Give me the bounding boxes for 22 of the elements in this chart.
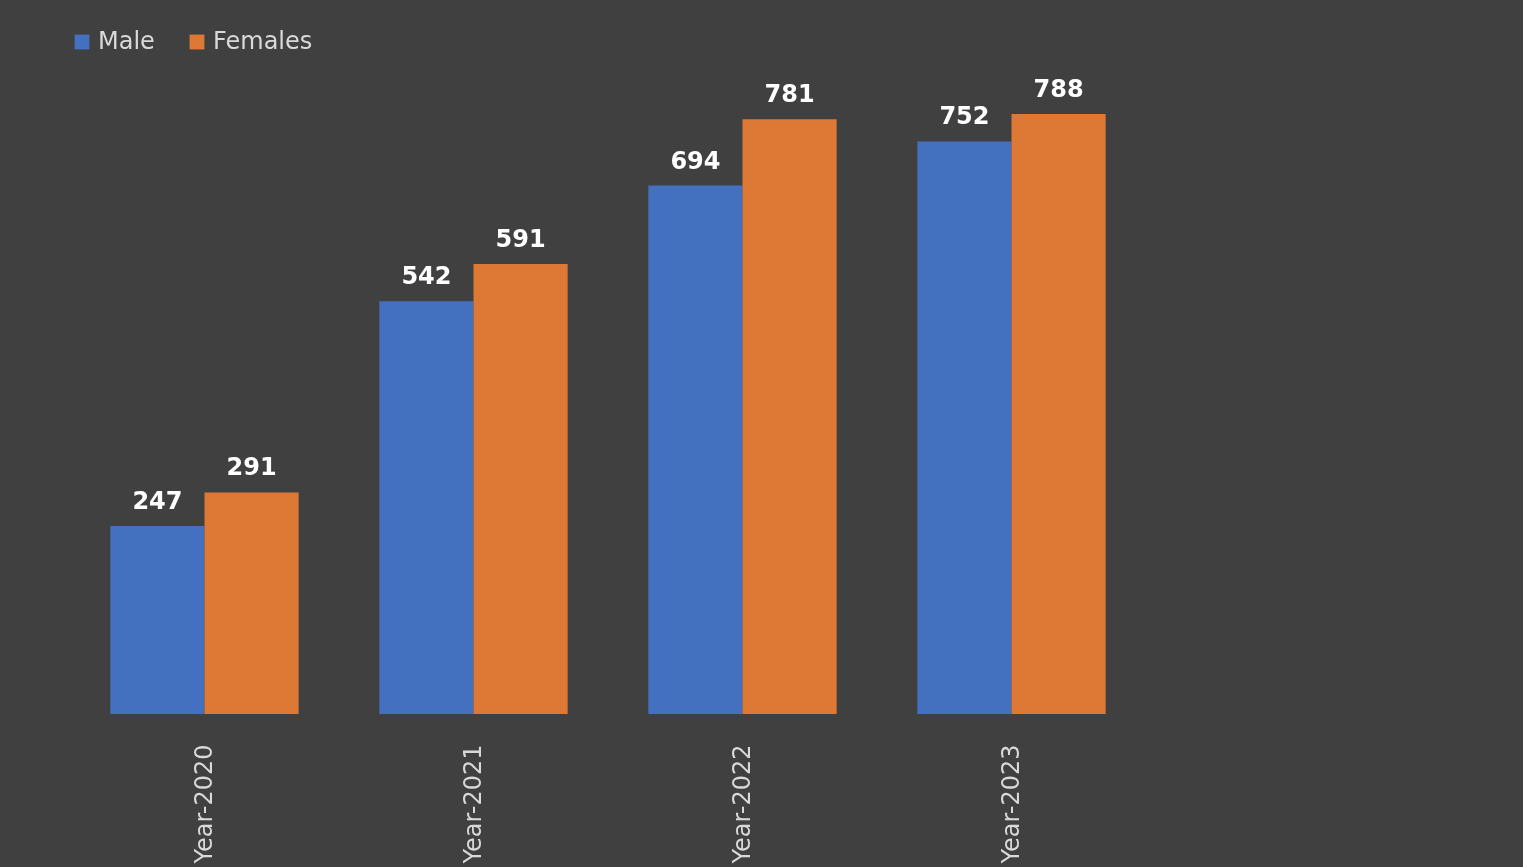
data-label: 752 xyxy=(939,102,990,131)
legend-label: Male xyxy=(98,27,155,55)
data-label: 694 xyxy=(670,146,721,175)
data-label: 291 xyxy=(226,453,277,482)
bar xyxy=(379,301,474,714)
data-label: 781 xyxy=(764,80,815,109)
bar xyxy=(917,141,1012,714)
x-tick-label: Year-2020 xyxy=(189,744,218,865)
data-label: 591 xyxy=(495,225,546,253)
x-tick-label: Year-2021 xyxy=(458,744,487,865)
legend-label: Females xyxy=(213,27,313,55)
bar xyxy=(648,185,743,714)
data-label: 247 xyxy=(132,486,183,515)
bar xyxy=(473,264,568,714)
bar xyxy=(110,525,205,714)
data-label: 542 xyxy=(401,262,452,291)
bar xyxy=(742,119,837,714)
x-tick-label: Year-2023 xyxy=(996,744,1025,865)
x-tick-label: Year-2022 xyxy=(727,744,756,865)
data-label: 788 xyxy=(1033,75,1084,103)
bar xyxy=(1011,114,1106,714)
bar xyxy=(204,492,299,714)
